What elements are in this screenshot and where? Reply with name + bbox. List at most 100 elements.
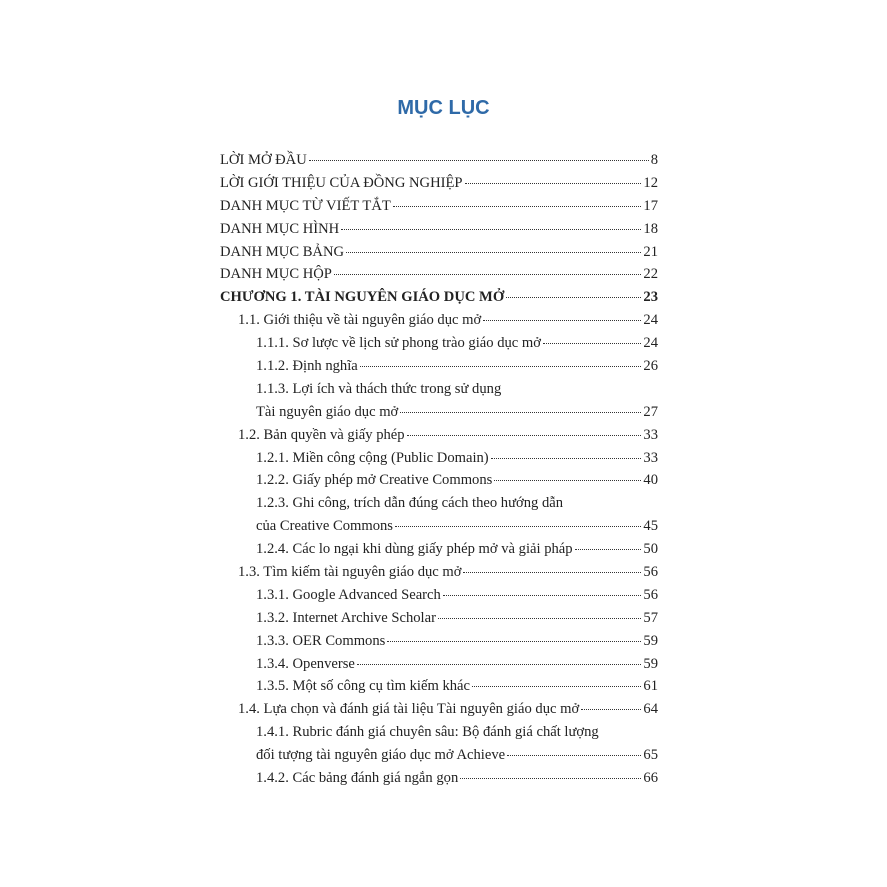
toc-entry[interactable]: Tài nguyên giáo dục mở 27 <box>220 401 658 424</box>
toc-page-number: 65 <box>643 747 658 764</box>
toc-entry[interactable]: 1.2.2. Giấy phép mở Creative Commons 40 <box>220 469 658 492</box>
table-of-contents: LỜI MỞ ĐẦU 8 LỜI GIỚI THIỆU CỦA ĐỒNG NGHIỆ… <box>220 149 658 790</box>
toc-page-number: 33 <box>643 449 658 466</box>
dot-leader <box>356 663 642 665</box>
toc-page-number: 57 <box>643 609 658 626</box>
toc-entry-title: của Creative Commons <box>256 518 393 535</box>
dot-leader <box>346 251 642 253</box>
toc-entry-title: Tài nguyên giáo dục mở <box>256 403 399 420</box>
toc-page-number: 17 <box>643 197 658 214</box>
toc-entry-title: 1.3.3. OER Commons <box>256 632 386 649</box>
toc-page-number: 24 <box>643 312 658 329</box>
toc-entry[interactable]: 1.1.2. Định nghĩa 26 <box>220 355 658 378</box>
dot-leader <box>333 274 642 276</box>
toc-entry-title: 1.2. Bản quyền và giấy phép <box>238 426 405 443</box>
dot-leader <box>442 594 642 596</box>
toc-entry[interactable]: DANH MỤC TỪ VIẾT TẮT 17 <box>220 195 658 218</box>
toc-entry[interactable]: 1.3.2. Internet Archive Scholar 57 <box>220 607 658 630</box>
toc-entry-title: 1.3.2. Internet Archive Scholar <box>256 609 436 626</box>
toc-entry[interactable]: 1.3. Tìm kiếm tài nguyên giáo dục mở 56 <box>220 561 658 584</box>
toc-entry-title: 1.3.1. Google Advanced Search <box>256 586 441 603</box>
toc-page-number: 56 <box>643 564 658 581</box>
toc-entry[interactable]: DANH MỤC BẢNG 21 <box>220 241 658 264</box>
dot-leader <box>483 320 642 322</box>
dot-leader <box>494 480 642 482</box>
toc-page-number: 24 <box>643 335 658 352</box>
dot-leader <box>472 686 642 688</box>
toc-page-number: 40 <box>643 472 658 489</box>
dot-leader <box>400 411 642 413</box>
toc-entry-title: 1.1. Giới thiệu về tài nguyên giáo dục m… <box>238 312 482 329</box>
toc-page-number: 61 <box>643 678 658 695</box>
toc-entry[interactable]: DANH MỤC HỘP 22 <box>220 263 658 286</box>
toc-page-number: 59 <box>643 632 658 649</box>
toc-entry-title: 1.3.5. Một số công cụ tìm kiếm khác <box>256 678 471 695</box>
toc-entry-title: 1.1.2. Định nghĩa <box>256 358 358 375</box>
toc-entry[interactable]: 1.1.1. Sơ lược về lịch sử phong trào giá… <box>220 332 658 355</box>
toc-entry-title: 1.4.1. Rubric đánh giá chuyên sâu: Bộ đá… <box>256 724 599 741</box>
toc-entry-title: 1.2.4. Các lo ngại khi dùng giấy phép mở… <box>256 541 573 558</box>
dot-leader <box>506 297 642 299</box>
dot-leader <box>464 182 642 184</box>
toc-entry[interactable]: 1.2. Bản quyền và giấy phép 33 <box>220 424 658 447</box>
toc-entry[interactable]: 1.2.1. Miền công cộng (Public Domain) 33 <box>220 447 658 470</box>
toc-entry[interactable]: của Creative Commons 45 <box>220 515 658 538</box>
dot-leader <box>574 549 642 551</box>
toc-entry-title: LỜI GIỚI THIỆU CỦA ĐỒNG NGHIỆP <box>220 174 463 191</box>
toc-page-number: 27 <box>643 403 658 420</box>
toc-page-number: 66 <box>643 770 658 787</box>
toc-entry[interactable]: 1.1. Giới thiệu về tài nguyên giáo dục m… <box>220 309 658 332</box>
toc-entry[interactable]: 1.2.4. Các lo ngại khi dùng giấy phép mở… <box>220 538 658 561</box>
dot-leader <box>437 617 642 619</box>
toc-page-number: 12 <box>643 174 658 191</box>
toc-entry[interactable]: 1.4. Lựa chọn và đánh giá tài liệu Tài n… <box>220 698 658 721</box>
dot-leader <box>308 160 649 161</box>
dot-leader <box>543 343 642 345</box>
toc-entry[interactable]: 1.4.2. Các bảng đánh giá ngắn gọn 66 <box>220 767 658 790</box>
dot-leader <box>392 205 642 207</box>
page-title: MỤC LỤC <box>397 97 490 119</box>
toc-entry[interactable]: đối tượng tài nguyên giáo dục mở Achieve… <box>220 744 658 767</box>
toc-entry[interactable]: 1.3.3. OER Commons 59 <box>220 630 658 653</box>
toc-entry-first-line: 1.4.1. Rubric đánh giá chuyên sâu: Bộ đá… <box>220 721 658 744</box>
toc-entry-title: DANH MỤC BẢNG <box>220 243 345 260</box>
dot-leader <box>387 640 642 642</box>
toc-entry[interactable]: CHƯƠNG 1. TÀI NGUYÊN GIÁO DỤC MỞ 23 <box>220 286 658 309</box>
toc-page-number: 21 <box>643 243 658 260</box>
toc-entry-title: 1.1.3. Lợi ích và thách thức trong sử dụ… <box>256 380 502 397</box>
toc-entry-title: 1.3. Tìm kiếm tài nguyên giáo dục mở <box>238 564 462 581</box>
toc-entry[interactable]: 1.3.1. Google Advanced Search 56 <box>220 584 658 607</box>
toc-page-number: 56 <box>643 586 658 603</box>
toc-page-number: 18 <box>643 220 658 237</box>
toc-entry-title: 1.2.1. Miền công cộng (Public Domain) <box>256 449 489 466</box>
toc-page-number: 26 <box>643 358 658 375</box>
toc-page-number: 50 <box>643 541 658 558</box>
toc-entry-title: 1.4. Lựa chọn và đánh giá tài liệu Tài n… <box>238 701 580 718</box>
toc-entry[interactable]: 1.3.5. Một số công cụ tìm kiếm khác 61 <box>220 675 658 698</box>
toc-entry-title: đối tượng tài nguyên giáo dục mở Achieve <box>256 747 506 764</box>
toc-entry[interactable]: 1.3.4. Openverse 59 <box>220 653 658 676</box>
toc-entry[interactable]: DANH MỤC HÌNH 18 <box>220 218 658 241</box>
toc-entry-title: LỜI MỞ ĐẦU <box>220 152 307 168</box>
toc-page-number: 33 <box>643 426 658 443</box>
dot-leader <box>460 778 642 780</box>
toc-page-number: 8 <box>650 152 658 168</box>
toc-entry-title: DANH MỤC HỘP <box>220 266 332 283</box>
dot-leader <box>406 434 642 436</box>
toc-page-number: 59 <box>643 655 658 672</box>
dot-leader <box>581 709 642 711</box>
dot-leader <box>359 366 642 368</box>
toc-page-number: 64 <box>643 701 658 718</box>
toc-entry[interactable]: LỜI GIỚI THIỆU CỦA ĐỒNG NGHIỆP 12 <box>220 172 658 195</box>
toc-page-number: 22 <box>643 266 658 283</box>
toc-entry-title: 1.3.4. Openverse <box>256 655 355 672</box>
toc-entry-first-line: 1.2.3. Ghi công, trích dẫn đúng cách the… <box>220 492 658 515</box>
toc-entry[interactable]: LỜI MỞ ĐẦU 8 <box>220 149 658 172</box>
toc-entry-title: DANH MỤC TỪ VIẾT TẮT <box>220 197 391 214</box>
toc-entry-title: 1.2.3. Ghi công, trích dẫn đúng cách the… <box>256 495 564 512</box>
dot-leader <box>463 572 642 574</box>
dot-leader <box>395 526 642 528</box>
toc-entry-title: 1.2.2. Giấy phép mở Creative Commons <box>256 472 493 489</box>
toc-entry-title: DANH MỤC HÌNH <box>220 220 340 237</box>
toc-entry-title: 1.4.2. Các bảng đánh giá ngắn gọn <box>256 770 459 787</box>
